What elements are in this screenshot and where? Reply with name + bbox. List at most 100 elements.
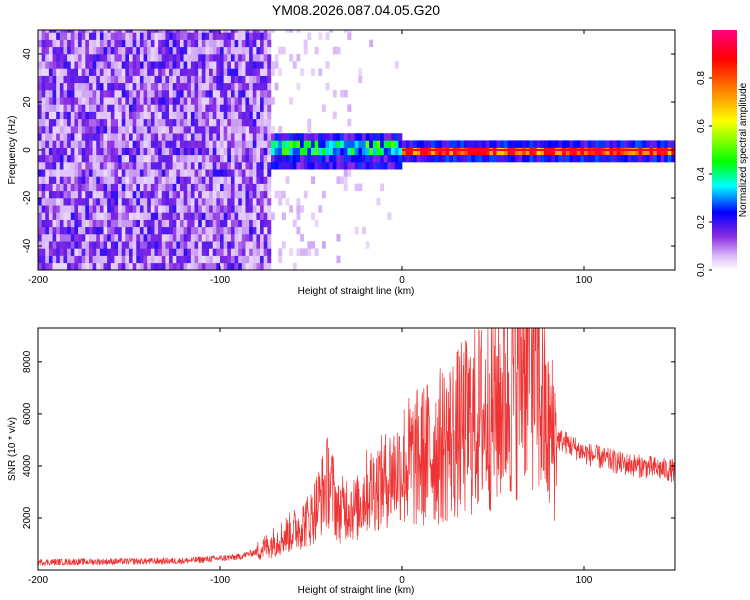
spectrogram-cell (260, 111, 264, 120)
spectrogram-cell (209, 54, 214, 62)
spectrogram-cell (201, 30, 206, 33)
spectrogram-cell (547, 140, 552, 148)
spectrogram-cell (169, 226, 173, 235)
spectrogram-cell (78, 147, 82, 156)
spectrogram-cell (471, 147, 476, 156)
spectrogram-cell (96, 255, 101, 264)
spectrogram-cell (249, 241, 254, 249)
spectrogram-cell (503, 140, 508, 148)
spectrogram-cell (125, 133, 130, 141)
spectrogram-cell (147, 90, 152, 98)
spectrogram-cell (107, 32, 112, 40)
spectrogram-cell (209, 154, 214, 163)
spectrogram-cell (267, 198, 272, 206)
spectrogram-cell (460, 147, 465, 156)
spectrogram-cell (227, 176, 232, 184)
spectrogram-cell (321, 154, 326, 163)
spectrogram-cell (154, 97, 159, 105)
spectrogram-cell (238, 169, 243, 177)
spectrogram-cell (474, 154, 479, 163)
spectrogram-cell (147, 61, 152, 69)
spectrogram-cell (99, 212, 104, 220)
spectrogram-cell (205, 234, 210, 242)
spectrogram-cell (212, 104, 217, 112)
spectrogram-cell (85, 190, 90, 199)
spectrogram-cell (252, 97, 257, 105)
spectrogram-cell (103, 262, 108, 270)
spectrogram-cell (67, 97, 72, 105)
spectrogram-cell (227, 234, 232, 242)
spectrogram-cell (99, 61, 104, 69)
spectrogram-cell (67, 32, 72, 40)
spectrogram-cell (107, 154, 112, 163)
spectrogram-cell (325, 162, 330, 170)
spectrogram-cell (129, 147, 133, 156)
spectrogram-cell (394, 154, 399, 163)
spectrogram-cell (609, 140, 614, 148)
spectrogram-cell (245, 126, 250, 134)
spectrogram-cell (85, 169, 90, 177)
spectrogram-cell (45, 30, 50, 33)
spectrogram-cell (256, 169, 261, 177)
spectrogram-cell (143, 205, 148, 213)
spectrogram-cell (74, 248, 79, 256)
spectrogram-cell (92, 248, 97, 256)
spectrogram-cell (234, 162, 239, 170)
spectrogram-cell (107, 255, 112, 264)
spectrogram-cell (642, 147, 647, 156)
spectrogram-cell (562, 147, 567, 156)
spectrogram-cell (179, 68, 184, 76)
spectrogram-cell (190, 32, 195, 40)
spectrogram-cell (63, 248, 68, 256)
spectrogram-cell (252, 126, 257, 134)
spectrogram-cell (256, 30, 261, 33)
spectrogram-cell (114, 205, 119, 213)
spectrogram-cell (107, 140, 112, 148)
spectrogram-cell (172, 97, 177, 105)
spectrogram-cell (136, 154, 141, 163)
spectrogram-cell (216, 61, 221, 69)
spectrogram-cell (212, 162, 217, 170)
spectrogram-cell (158, 198, 163, 206)
spectrogram-cell (110, 147, 115, 156)
spectrogram-cell (38, 30, 42, 33)
spectrogram-cell (263, 111, 268, 120)
spectrogram-cell (99, 219, 104, 228)
spectrogram-cell (38, 169, 42, 177)
spectrogram-cell (56, 162, 61, 170)
spectrogram-cell (183, 68, 188, 76)
spectrogram-cell (129, 104, 133, 112)
spectrogram-cell (136, 162, 141, 170)
spectrogram-cell (573, 140, 578, 148)
spectrogram-cell (154, 190, 159, 199)
spectrogram-cell (143, 219, 148, 228)
spectrogram-cell (96, 248, 101, 256)
spectrogram-cell (45, 248, 50, 256)
spectrogram-cell (74, 255, 79, 264)
spectrogram-cell (241, 226, 246, 235)
spectrogram-cell (147, 212, 152, 220)
y-tick-label: 6000 (22, 402, 33, 425)
spectrogram-cell (212, 183, 217, 192)
spectrogram-cell (402, 140, 406, 148)
spectrogram-cell (147, 126, 152, 134)
spectrogram-cell (63, 68, 68, 76)
spectrogram-cell (78, 255, 82, 264)
spectrogram-cell (241, 104, 246, 112)
spectrogram-cell (56, 154, 61, 163)
spectrogram-cell (161, 190, 166, 199)
spectrogram-cell (179, 226, 184, 235)
spectrogram-cell (522, 140, 527, 148)
spectrogram-cell (99, 162, 104, 170)
spectrogram-cell (252, 241, 257, 249)
spectrogram-cell (107, 219, 112, 228)
spectrogram-cell (274, 147, 279, 156)
spectrogram-cell (85, 176, 90, 184)
spectrogram-cell (554, 147, 559, 156)
spectrogram-cell (198, 82, 203, 91)
spectrogram-cell (212, 226, 217, 235)
spectrogram-cell (343, 133, 348, 141)
spectrogram-cell (230, 97, 235, 105)
spectrogram-cell (143, 82, 148, 91)
spectrogram-cell (249, 46, 254, 55)
